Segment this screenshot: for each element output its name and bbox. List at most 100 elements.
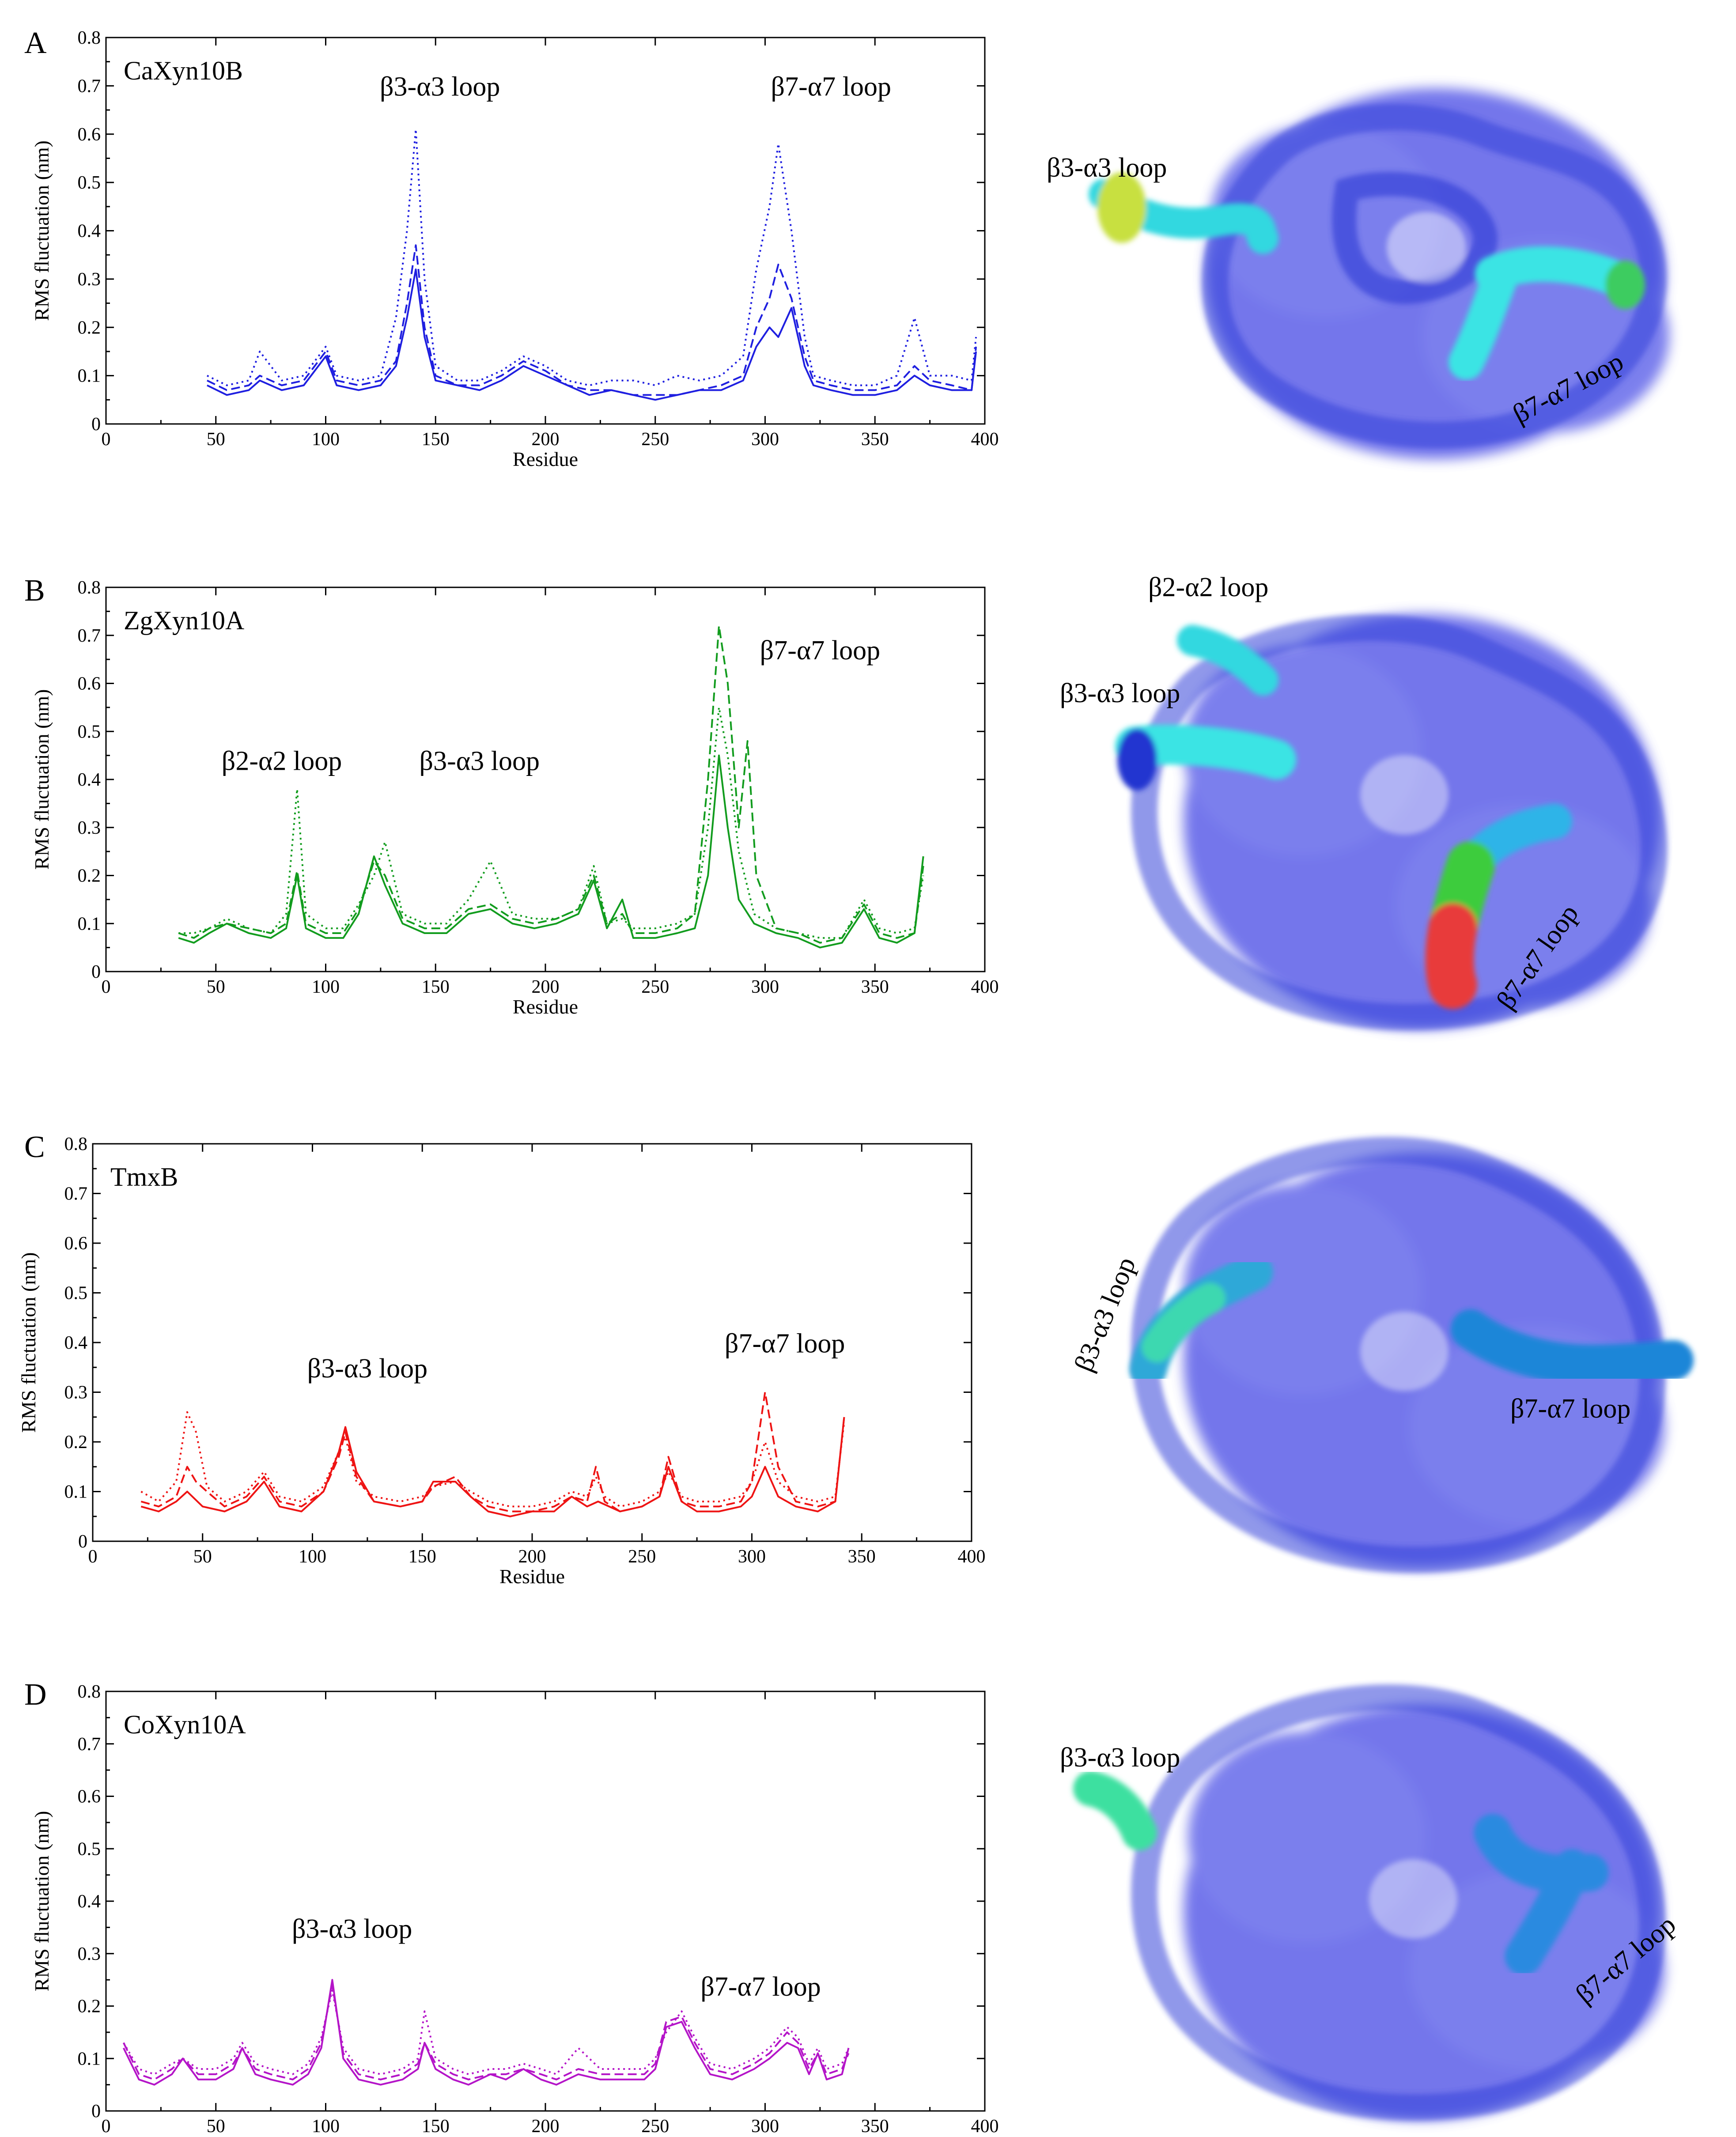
x-tick-label-d-8: 400 [971, 2116, 999, 2137]
x-tick-label-b-4: 200 [532, 977, 560, 997]
chart-annotation-b-1: β3-α3 loop [420, 746, 540, 776]
y-tick-label-a-0: 0 [91, 414, 101, 435]
x-tick-label-c-1: 50 [193, 1547, 212, 1567]
x-tick-label-b-7: 350 [861, 977, 889, 997]
x-tick-label-a-7: 350 [861, 429, 889, 450]
structure-b-label-b3a3: β3-α3 loop [1060, 678, 1180, 708]
y-tick-label-d-0: 0 [91, 2101, 101, 2122]
chart-annotation-a-0: β3-α3 loop [380, 72, 500, 102]
y-tick-label-a-8: 0.8 [78, 28, 101, 48]
y-tick-label-a-5: 0.5 [78, 173, 101, 193]
chart-panel-d: D 0 50 100 150 200 250 300 350 400 0 0.1 0.2 0.3 0.4 0.… [24, 1678, 999, 2137]
series-solid-a [207, 269, 977, 401]
protein-label-c: TmxB [110, 1162, 178, 1191]
y-tick-label-b-5: 0.5 [78, 722, 101, 742]
x-tick-label-a-6: 300 [751, 429, 779, 450]
structure-panel-b: β2-α2 loop β3-α3 loop β7-α7 loop [1060, 572, 1668, 1031]
y-tick-label-b-6: 0.6 [78, 674, 101, 694]
structure-panel-c: β3-α3 loop β7-α7 loop [1069, 1137, 1694, 1573]
structure-c-label-b7a7: β7-α7 loop [1510, 1394, 1630, 1424]
series-dashed-a [207, 244, 977, 396]
structure-d-label-b3a3: β3-α3 loop [1060, 1743, 1180, 1773]
x-tick-label-b-3: 150 [422, 977, 450, 997]
x-tick-label-a-4: 200 [532, 429, 560, 450]
x-tick-label-b-1: 50 [207, 977, 225, 997]
y-axis-title-c: RMS fluctuation (nm) [17, 1252, 40, 1433]
series-dashed-d [123, 1984, 850, 2080]
series-dotted-a [207, 128, 977, 386]
series-dashed-c [140, 1391, 845, 1513]
x-tick-label-a-5: 250 [641, 429, 669, 450]
y-axis-title-b: RMS fluctuation (nm) [30, 689, 53, 870]
protein-label-b: ZgXyn10A [124, 606, 244, 635]
y-tick-label-c-5: 0.5 [64, 1283, 88, 1304]
x-tick-label-d-4: 200 [532, 2116, 560, 2137]
series-dotted-b [178, 706, 924, 939]
x-tick-label-c-4: 200 [518, 1547, 546, 1567]
x-tick-label-d-3: 150 [422, 2116, 450, 2137]
y-tick-label-a-4: 0.4 [78, 221, 101, 242]
structure-c-label-b3a3: β3-α3 loop [1069, 1253, 1142, 1376]
y-tick-label-c-7: 0.7 [64, 1184, 88, 1204]
y-tick-label-c-3: 0.3 [64, 1383, 88, 1403]
y-tick-label-a-6: 0.6 [78, 125, 101, 145]
chart-annotation-c-1: β7-α7 loop [725, 1329, 845, 1359]
x-axis-title-d: Residue [513, 2135, 578, 2137]
x-tick-label-d-1: 50 [207, 2116, 225, 2137]
structure-b-label-b2a2: β2-α2 loop [1148, 572, 1268, 602]
protein-label-a: CaXyn10B [124, 56, 243, 85]
y-tick-label-a-1: 0.1 [78, 366, 101, 386]
x-axis-title-b: Residue [513, 995, 578, 1018]
chart-panel-a: A 0 50 100 150 200 250 300 350 400 0 0.1 0.2 0.3 0.4 0.… [24, 26, 999, 470]
series-solid-b [178, 754, 924, 949]
y-tick-label-b-0: 0 [91, 962, 101, 982]
chart-panel-b: B 0 50 100 150 200 250 300 350 400 0 0.1 0.2 0.3 0.4 0.… [24, 574, 999, 1018]
x-tick-label-d-6: 300 [751, 2116, 779, 2137]
y-tick-label-b-4: 0.4 [78, 770, 101, 790]
y-tick-label-d-3: 0.3 [78, 1944, 101, 1964]
x-tick-label-a-8: 400 [971, 429, 999, 450]
y-tick-label-d-7: 0.7 [78, 1734, 101, 1755]
y-tick-label-c-4: 0.4 [64, 1333, 88, 1353]
chart-annotation-c-0: β3-α3 loop [307, 1354, 427, 1384]
x-axis-title-a: Residue [513, 448, 578, 470]
y-tick-label-c-6: 0.6 [64, 1233, 88, 1254]
series-dotted-d [123, 1989, 850, 2075]
x-tick-label-b-8: 400 [971, 977, 999, 997]
x-tick-label-c-5: 250 [628, 1547, 656, 1567]
panel-letter-b: B [24, 574, 45, 608]
y-tick-label-b-8: 0.8 [78, 578, 101, 598]
y-tick-label-a-7: 0.7 [78, 76, 101, 96]
chart-annotation-b-2: β7-α7 loop [760, 635, 880, 666]
plot-frame-d [105, 1691, 986, 2112]
panel-letter-c: C [24, 1130, 45, 1164]
series-dotted-c [140, 1411, 845, 1508]
x-tick-label-c-8: 400 [958, 1547, 986, 1567]
chart-annotation-d-0: β3-α3 loop [292, 1914, 412, 1944]
y-tick-label-b-3: 0.3 [78, 818, 101, 838]
panel-letter-a: A [24, 26, 47, 60]
y-tick-label-c-2: 0.2 [64, 1432, 88, 1452]
x-tick-label-d-0: 0 [102, 2116, 111, 2137]
x-tick-label-c-2: 100 [299, 1547, 326, 1567]
series-solid-c [140, 1417, 845, 1517]
series-dashed-b [178, 625, 924, 944]
y-tick-label-c-8: 0.8 [64, 1134, 88, 1154]
y-tick-label-d-5: 0.5 [78, 1839, 101, 1859]
y-tick-label-a-2: 0.2 [78, 318, 101, 338]
y-tick-label-d-2: 0.2 [78, 1997, 101, 2017]
x-tick-label-a-2: 100 [312, 429, 340, 450]
protein-label-d: CoXyn10A [124, 1710, 246, 1739]
y-tick-label-d-8: 0.8 [78, 1682, 101, 1702]
charts: A 0 50 100 150 200 250 300 350 400 0 0.1 0.2 0.3 0.4 0.… [17, 26, 999, 2137]
chart-annotation-d-1: β7-α7 loop [700, 1972, 821, 2002]
y-tick-label-d-4: 0.4 [78, 1891, 101, 1912]
x-tick-label-c-7: 350 [848, 1547, 876, 1567]
x-tick-label-d-7: 350 [861, 2116, 889, 2137]
structure-a-label-b3a3: β3-α3 loop [1047, 153, 1167, 183]
x-tick-label-a-1: 50 [207, 429, 225, 450]
y-tick-label-c-0: 0 [78, 1532, 87, 1552]
x-tick-label-d-5: 250 [641, 2116, 669, 2137]
x-tick-label-c-6: 300 [738, 1547, 766, 1567]
y-tick-label-b-7: 0.7 [78, 626, 101, 646]
